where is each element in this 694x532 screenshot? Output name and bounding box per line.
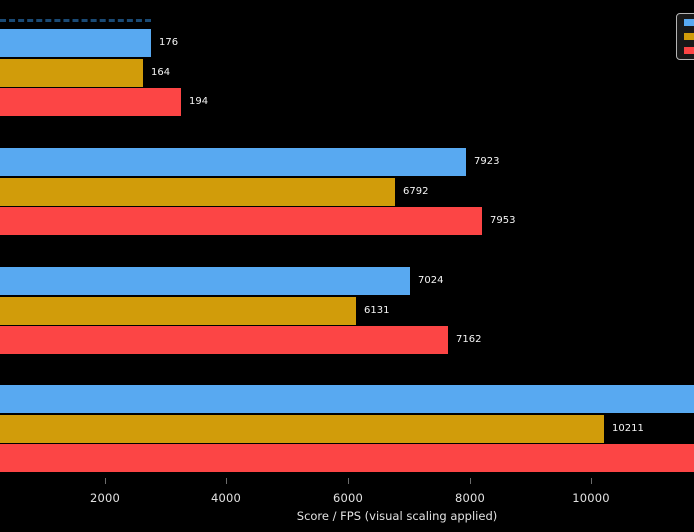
x-axis-tick-mark	[348, 478, 349, 484]
bar-value-label: 6131	[364, 304, 390, 316]
bar-group1-blue	[0, 29, 151, 57]
bar-group4-blue	[0, 385, 694, 413]
bar-group2-red	[0, 207, 482, 235]
bar-value-label: 176	[159, 37, 179, 48]
bar-value-label: 10211	[612, 422, 644, 434]
x-axis-tick-label: 2000	[89, 491, 121, 505]
bar-value-label: 7024	[418, 275, 444, 286]
bar-value-label: 7162	[456, 334, 482, 345]
x-axis-tick-label: 6000	[332, 491, 364, 505]
bar-group1-orange	[0, 58, 143, 87]
bar-value-label: 194	[189, 96, 209, 107]
bar-group3-orange	[0, 296, 356, 325]
bar-value-label: 7953	[490, 215, 516, 226]
x-axis-title: Score / FPS (visual scaling applied)	[296, 509, 498, 523]
x-axis-tick-mark	[105, 478, 106, 484]
legend-swatch-red	[684, 47, 694, 54]
bar-group4-orange	[0, 414, 604, 443]
bar-group1-red	[0, 88, 181, 116]
dashed-annotation-line	[0, 19, 151, 22]
bar-group2-blue	[0, 148, 466, 176]
legend-box	[676, 13, 694, 60]
bar-group4-red	[0, 444, 694, 472]
x-axis-tick-mark	[591, 478, 592, 484]
bar-value-label: 6792	[403, 185, 429, 197]
legend-swatch-blue	[684, 19, 694, 26]
bar-group2-orange	[0, 177, 395, 206]
x-axis-tick-label: 8000	[454, 491, 486, 505]
legend-swatch-orange	[684, 33, 694, 40]
x-axis-tick-label: 4000	[210, 491, 242, 505]
bar-value-label: 164	[151, 66, 171, 78]
x-axis-tick-mark	[226, 478, 227, 484]
x-axis-tick-label: 10000	[572, 491, 610, 505]
x-axis-tick-mark	[470, 478, 471, 484]
bar-group3-blue	[0, 267, 410, 295]
bar-group3-red	[0, 326, 448, 354]
bar-value-label: 7923	[474, 156, 500, 167]
